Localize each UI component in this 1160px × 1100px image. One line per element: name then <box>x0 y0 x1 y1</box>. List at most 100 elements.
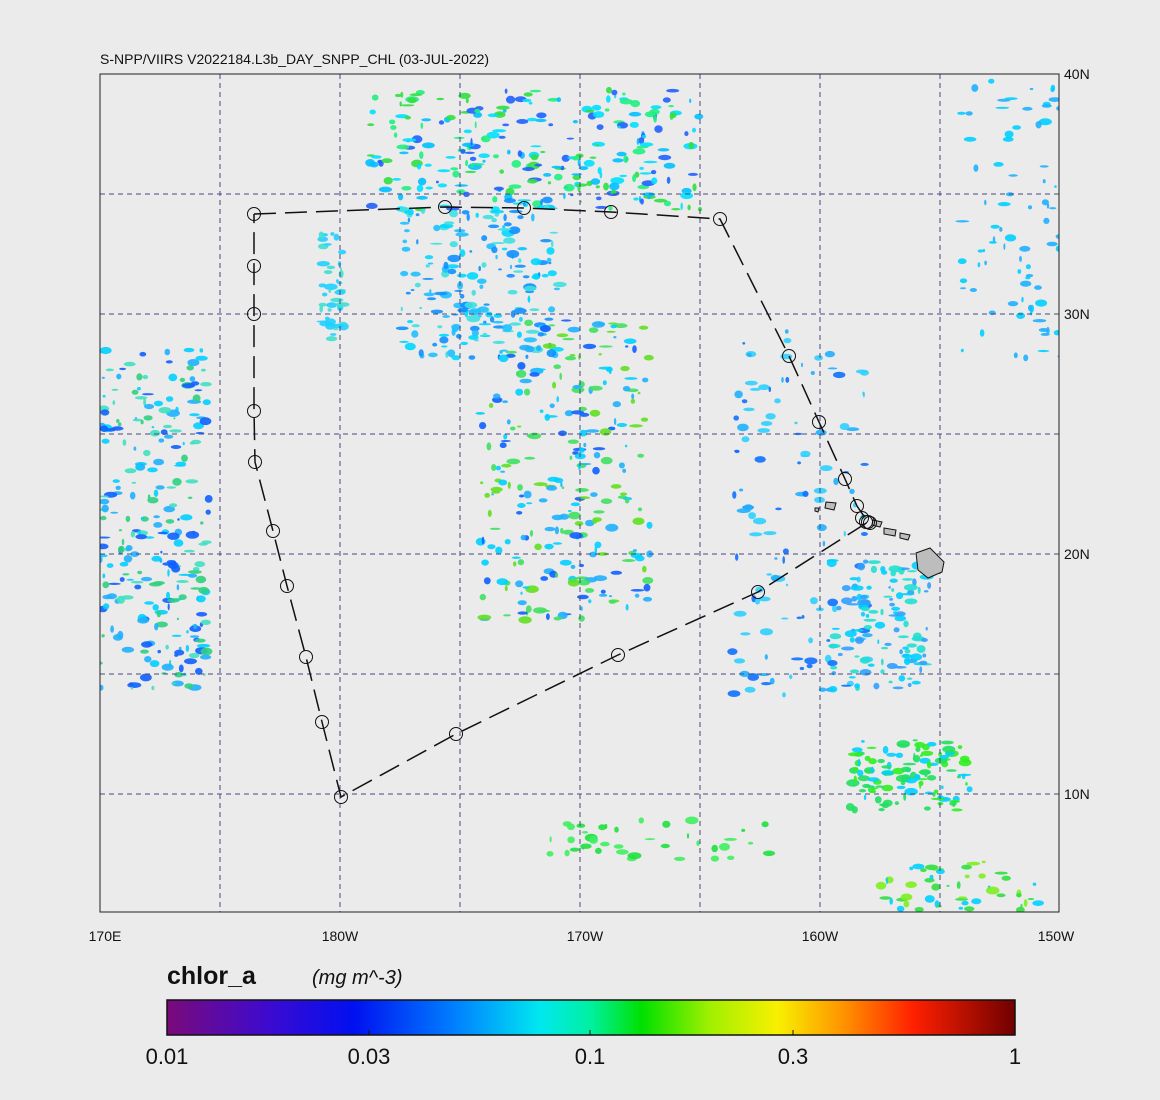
chlorophyll-patch <box>468 335 479 340</box>
chlorophyll-patch <box>646 521 653 529</box>
chlorophyll-patch <box>200 368 206 372</box>
chlorophyll-patch <box>901 578 914 581</box>
chlorophyll-patch <box>588 327 599 333</box>
chlorophyll-patch <box>185 479 199 484</box>
chlorophyll-patch <box>160 550 163 554</box>
chlorophyll-patch <box>684 131 689 137</box>
chlorophyll-patch <box>511 556 521 559</box>
chlorophyll-patch <box>170 445 182 449</box>
chlorophyll-patch <box>165 396 174 402</box>
chlorophyll-patch <box>1007 301 1019 307</box>
track-line <box>253 206 870 799</box>
chlorophyll-patch <box>630 589 645 592</box>
chlorophyll-patch <box>536 345 542 352</box>
chlorophyll-patch <box>863 618 877 622</box>
chlorophyll-patch <box>903 657 911 665</box>
chlorophyll-patch <box>895 752 904 758</box>
chlorophyll-patch <box>640 417 649 422</box>
chlorophyll-patch <box>399 340 409 343</box>
chlorophyll-patch <box>832 605 838 613</box>
chlorophyll-patch <box>783 337 792 344</box>
chlorophyll-patch <box>518 258 522 263</box>
chlorophyll-patch <box>544 317 554 321</box>
chlorophyll-patch <box>178 594 187 600</box>
chlorophyll-patch <box>624 377 638 380</box>
chlorophyll-patch <box>874 621 886 629</box>
chlorophyll-patch <box>482 214 494 220</box>
chlorophyll-patch <box>851 747 863 753</box>
chlorophyll-patch <box>610 570 623 575</box>
chlorophyll-patch <box>1025 274 1034 278</box>
chlorophyll-patch <box>912 863 925 870</box>
map-title: S-NPP/VIIRS V2022184.L3b_DAY_SNPP_CHL (0… <box>100 51 489 67</box>
chlorophyll-patch <box>598 366 612 370</box>
chlorophyll-patch <box>624 498 630 504</box>
chlorophyll-patch <box>854 683 860 689</box>
chlorophyll-patch <box>600 589 606 594</box>
chlorophyll-patch <box>149 429 161 437</box>
chlorophyll-patch <box>859 656 871 664</box>
chlorophyll-patch <box>592 466 600 475</box>
chlorophyll-patch <box>516 331 522 338</box>
chlorophyll-patch <box>719 843 730 851</box>
chlorophyll-patch <box>907 683 912 687</box>
lat-label: 20N <box>1064 546 1090 562</box>
chlorophyll-patch <box>501 247 508 251</box>
chlorophyll-patch <box>503 237 516 244</box>
chlorophyll-patch <box>478 323 492 326</box>
lon-label: 170E <box>89 928 122 944</box>
chlorophyll-patch <box>925 626 928 631</box>
chlorophyll-patch <box>877 639 880 644</box>
chlorophyll-patch <box>424 255 434 260</box>
chlorophyll-patch <box>802 490 809 497</box>
chlorophyll-patch <box>576 823 586 828</box>
chlorophyll-patch <box>420 208 426 214</box>
chlorophyll-patch <box>110 625 114 633</box>
chlorophyll-patch <box>130 531 136 538</box>
chlorophyll-patch <box>487 509 492 517</box>
chlorophyll-patch <box>492 196 498 203</box>
chlorophyll-patch <box>481 536 485 545</box>
chlorophyll-patch <box>567 439 579 444</box>
island <box>899 532 911 541</box>
chlorophyll-patch <box>400 104 415 107</box>
chlorophyll-patch <box>909 866 914 871</box>
chlorophyll-patch <box>510 426 516 431</box>
chlorophyll-patch <box>595 847 602 855</box>
chlorophyll-patch <box>910 653 923 661</box>
chlorophyll-patch <box>185 644 190 652</box>
chlorophyll-patch <box>156 610 161 618</box>
station <box>247 404 261 418</box>
chlorophyll-patch <box>335 302 350 307</box>
chlorophyll-patch <box>957 745 963 750</box>
chlorophyll-patch <box>117 630 124 639</box>
chlorophyll-patch <box>854 629 864 632</box>
chlorophyll-patch <box>528 101 533 105</box>
chlorophyll-patch <box>841 646 855 651</box>
lat-label: 30N <box>1064 306 1090 322</box>
chlorophyll-patch <box>101 504 109 513</box>
station <box>280 579 294 593</box>
chlorophyll-patch <box>544 526 556 532</box>
chlorophyll-patch <box>827 660 838 667</box>
chlorophyll-patch <box>489 527 501 530</box>
chlorophyll-patch <box>517 559 525 566</box>
chlorophyll-patch <box>639 172 652 175</box>
chlorophyll-patch <box>102 394 106 398</box>
station <box>438 200 452 214</box>
chlorophyll-patch <box>514 264 526 268</box>
chlorophyll-patch <box>917 586 921 594</box>
chlorophyll-patch <box>640 198 644 205</box>
chlorophyll-patch <box>620 365 630 372</box>
chlorophyll-patch <box>184 683 194 689</box>
chlorophyll-patch <box>192 567 200 571</box>
chlorophyll-patch <box>190 381 200 386</box>
chlorophyll-patch <box>459 293 465 299</box>
chlorophyll-patch <box>519 316 523 322</box>
chlorophyll-patch <box>741 436 750 443</box>
chlorophyll-patch <box>958 906 964 910</box>
chlorophyll-patch <box>491 493 494 496</box>
chlorophyll-patch <box>794 421 798 425</box>
chlorophyll-patch <box>585 109 595 113</box>
chlorophyll-patch <box>543 173 552 177</box>
